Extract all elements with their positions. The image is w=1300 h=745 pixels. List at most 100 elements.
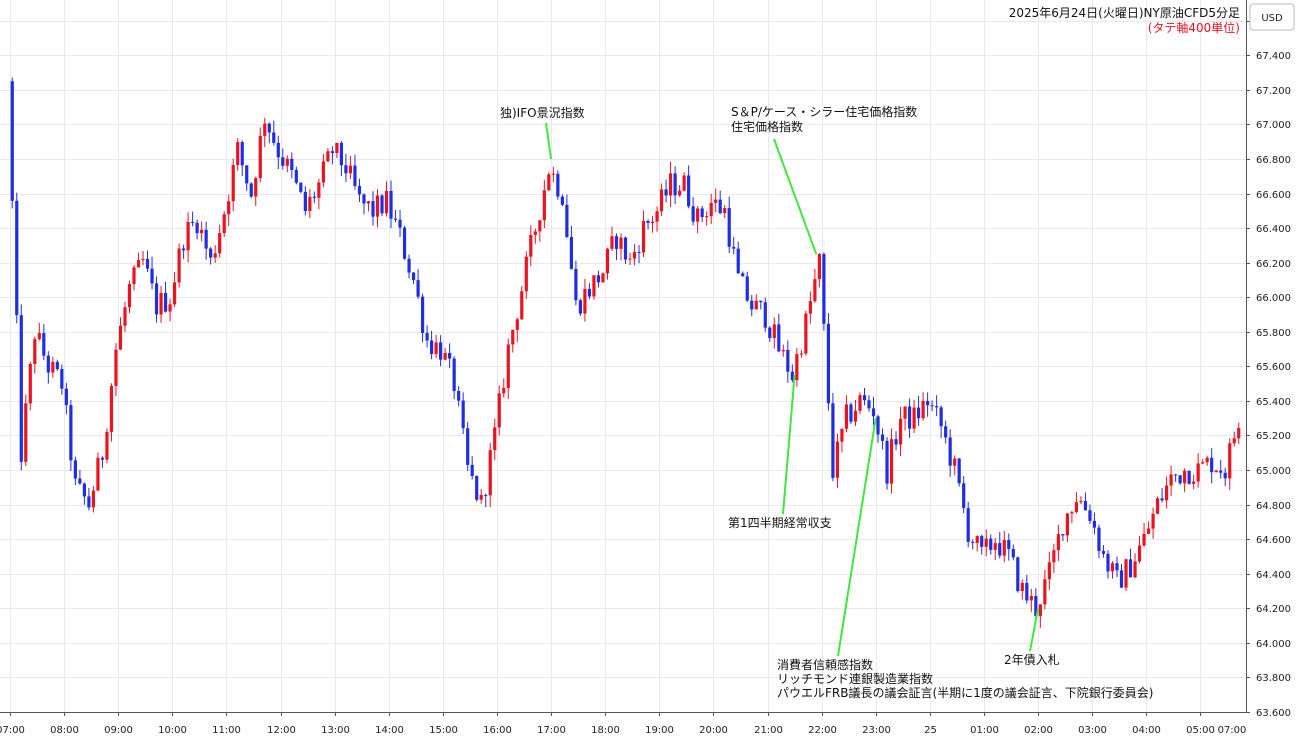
candle-body: [831, 403, 835, 478]
candle-body: [1137, 545, 1142, 562]
candle-body: [46, 355, 50, 373]
annotation-label: 消費者信頼感指数: [777, 657, 873, 672]
candle-body: [1110, 563, 1115, 572]
candle-body: [759, 300, 763, 303]
annotation-label: 第1四半期経常収支: [728, 516, 832, 530]
candle-body: [393, 218, 398, 220]
candle-body: [583, 288, 587, 314]
candle-body: [10, 81, 14, 201]
candle-body: [64, 388, 68, 406]
candle-body: [60, 369, 64, 389]
candle-body: [605, 248, 610, 274]
candle-body: [150, 268, 154, 284]
candle-body: [1025, 582, 1029, 601]
candle-body: [718, 199, 722, 214]
annotation-label: 住宅価格指数: [731, 119, 803, 134]
candle-body: [926, 400, 930, 406]
annotation-pointer-line: [837, 418, 877, 657]
candle-body: [308, 196, 312, 212]
candle-body: [182, 248, 186, 251]
candle-body: [118, 325, 123, 350]
candle-body: [213, 253, 217, 258]
candle-body: [727, 208, 731, 247]
y-tick-label: 63.600: [1256, 708, 1291, 719]
candle-body: [817, 254, 821, 280]
candle-body: [538, 220, 542, 232]
candle-body: [493, 427, 497, 451]
candle-body: [556, 173, 560, 197]
candle-body: [281, 157, 285, 166]
annotation-pointer-line: [773, 138, 818, 255]
candle-body: [1029, 596, 1033, 601]
candle-body: [1079, 501, 1083, 503]
candle-body: [569, 236, 573, 269]
candle-body: [966, 508, 970, 542]
candle-body: [1192, 481, 1196, 484]
candle-body: [596, 275, 601, 283]
candle-body: [254, 178, 258, 197]
candle-body: [673, 173, 677, 196]
candle-body: [55, 361, 59, 370]
candle-body: [348, 165, 353, 174]
candle-body: [73, 460, 77, 479]
candle-body: [236, 142, 240, 165]
candle-body: [867, 400, 871, 409]
candle-body: [51, 361, 55, 373]
candle-body: [1002, 540, 1006, 556]
candle-body: [272, 132, 276, 143]
candle-body: [434, 342, 438, 354]
candle-body: [668, 173, 673, 196]
candle-body: [840, 428, 844, 442]
candle-body: [285, 158, 289, 166]
candle-body: [475, 476, 479, 500]
candle-body: [479, 494, 483, 500]
x-tick-label: 25: [924, 725, 937, 736]
candle-body: [470, 464, 474, 477]
candle-body: [623, 237, 628, 260]
candle-body: [1047, 562, 1051, 580]
candle-body: [921, 400, 925, 419]
candle-body: [1101, 551, 1106, 554]
annotation-pointer-line: [782, 374, 796, 515]
candle-body: [659, 189, 664, 212]
candle-body: [808, 301, 812, 314]
candle-body: [407, 258, 411, 273]
candle-body: [402, 227, 407, 259]
candle-body: [578, 300, 583, 314]
candle-body: [1219, 470, 1223, 473]
candle-body: [1119, 570, 1124, 588]
y-tick-label: 64.600: [1256, 535, 1291, 546]
candle-body: [1164, 485, 1169, 501]
x-tick-label: 03:00: [1078, 725, 1107, 736]
candle-body: [614, 236, 619, 249]
candle-body: [1083, 501, 1088, 511]
candle-body: [804, 313, 808, 354]
annotation-pointer-line: [545, 122, 553, 160]
x-tick-label: 22:00: [808, 725, 837, 736]
candle-body: [312, 196, 316, 198]
candle-body: [411, 272, 416, 281]
candle-body: [502, 388, 506, 394]
candle-body: [339, 142, 344, 166]
candle-body: [894, 439, 898, 445]
candle-body: [1007, 540, 1011, 549]
y-tick-label: 67.200: [1256, 86, 1291, 97]
candle-body: [736, 248, 740, 274]
candle-body: [1237, 428, 1241, 439]
currency-box[interactable]: [1249, 3, 1295, 31]
candle-body: [700, 208, 704, 218]
candle-body: [258, 135, 262, 179]
candle-body: [276, 142, 280, 158]
candle-body: [524, 256, 528, 292]
candle-body: [430, 340, 434, 354]
x-axis-ticks: 07:00 08:00 09:00 10:00 11:00 12:00 13:00 14:00…: [0, 712, 1247, 736]
candle-body: [750, 300, 754, 310]
candle-body: [998, 543, 1002, 556]
candle-body: [191, 221, 195, 223]
candle-body: [69, 405, 73, 461]
x-tick-label: 07:00: [1218, 725, 1247, 736]
candle-body: [24, 403, 28, 462]
candle-body: [1196, 463, 1200, 482]
candle-body: [939, 407, 943, 427]
x-tick-label: 16:00: [483, 725, 512, 736]
